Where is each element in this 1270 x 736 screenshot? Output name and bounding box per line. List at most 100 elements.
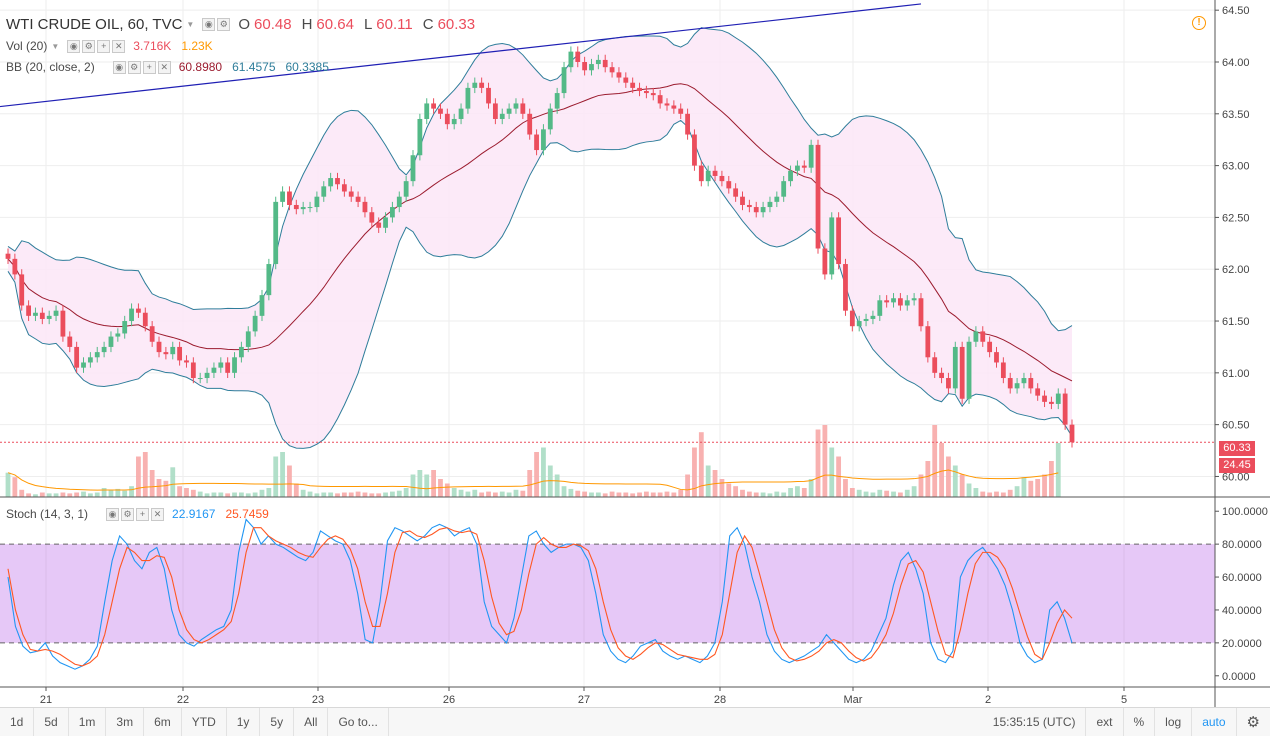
gear-icon[interactable]: ⚙ [121, 507, 135, 521]
eye-icon[interactable]: ◉ [202, 18, 216, 31]
symbol-legend[interactable]: WTI CRUDE OIL, 60, TVC ▼ ◉ ⚙ O 60.48 H 60.… [6, 16, 475, 33]
high-value: 60.64 [316, 16, 354, 33]
volume-bar [190, 489, 196, 497]
candle [918, 293, 924, 332]
ext-toggle[interactable]: ext [1085, 708, 1124, 736]
range-1d[interactable]: 1d [0, 708, 35, 736]
range-6m[interactable]: 6m [144, 708, 182, 736]
close-icon[interactable]: ✕ [112, 39, 126, 53]
candle [492, 98, 498, 125]
stoch-tick-label: 20.0000 [1222, 638, 1262, 650]
volume-bar [719, 479, 725, 497]
volume-bar [1014, 486, 1020, 497]
candle-body [678, 108, 684, 114]
candle [184, 355, 189, 368]
candle [595, 54, 601, 70]
log-toggle[interactable]: log [1155, 708, 1193, 736]
candle-body [307, 207, 313, 209]
range-1y[interactable]: 1y [227, 708, 261, 736]
chart-canvas[interactable]: 64.50 64.00 63.50 63.00 62.50 62.00 61.50 61.00… [0, 0, 1270, 707]
volume-bar [801, 488, 807, 497]
volume-bar [643, 491, 649, 497]
volume-bar [753, 492, 759, 497]
candle [74, 341, 80, 373]
candle-body [369, 212, 375, 223]
candle-body [396, 196, 402, 208]
volume-bar [815, 429, 821, 497]
plus-icon[interactable]: + [97, 39, 111, 53]
volume-bar [403, 488, 409, 497]
clock-readout[interactable]: 15:35:15 (UTC) [992, 715, 1076, 729]
candle [575, 46, 581, 68]
gear-icon[interactable]: ⚙ [82, 39, 96, 53]
volume-bar [369, 493, 375, 497]
bb-title[interactable]: BB (20, close, 2) [6, 60, 95, 74]
candle [355, 191, 361, 208]
range-1m[interactable]: 1m [69, 708, 107, 736]
candle-body [863, 318, 869, 322]
volume-bar [952, 465, 958, 497]
volume-bar [341, 492, 347, 497]
symbol-title[interactable]: WTI CRUDE OIL, 60, TVC [6, 16, 183, 33]
volume-bar [108, 489, 114, 497]
candle-body [115, 333, 121, 337]
candle-body [287, 191, 292, 205]
range-5y[interactable]: 5y [260, 708, 295, 736]
chevron-down-icon[interactable]: ▼ [186, 20, 195, 29]
eye-icon[interactable]: ◉ [67, 39, 81, 53]
volume-bar [795, 486, 800, 497]
chevron-down-icon[interactable]: ▼ [51, 41, 60, 51]
auto-toggle[interactable]: auto [1192, 708, 1237, 736]
range-3m[interactable]: 3m [106, 708, 145, 736]
candle-body [843, 264, 848, 311]
candle-body [417, 118, 423, 156]
close-icon[interactable]: ✕ [157, 60, 171, 74]
candle-body [33, 312, 38, 316]
candle [664, 98, 670, 111]
eye-icon[interactable]: ◉ [112, 60, 126, 74]
candle-body [293, 204, 299, 210]
volume-title[interactable]: Vol (20) [6, 39, 48, 53]
range-ytd[interactable]: YTD [182, 708, 227, 736]
volume-bar [1007, 489, 1013, 497]
volume-bar [266, 488, 272, 497]
close-icon[interactable]: ✕ [151, 507, 165, 521]
alert-icon[interactable]: ! [1192, 16, 1206, 30]
percent-toggle[interactable]: % [1124, 708, 1156, 736]
candle [163, 346, 169, 360]
bb-legend[interactable]: BB (20, close, 2) ◉ ⚙ + ✕ 60.8980 61.457… [6, 60, 329, 74]
range-all[interactable]: All [294, 708, 329, 736]
gear-icon[interactable]: ⚙ [127, 60, 141, 74]
candle-body [630, 82, 636, 88]
stoch-title[interactable]: Stoch (14, 3, 1) [6, 507, 89, 521]
gear-icon[interactable]: ⚙ [217, 18, 231, 31]
volume-bar [81, 491, 86, 497]
volume-bar [33, 494, 38, 497]
gear-icon[interactable]: ⚙ [1246, 714, 1260, 731]
stoch-k-line [7, 518, 1073, 670]
range-5d[interactable]: 5d [34, 708, 69, 736]
volume-bar [726, 483, 732, 497]
volume-bar [307, 491, 313, 497]
goto-date-button[interactable]: Go to... [328, 708, 389, 736]
volume-bar [698, 432, 704, 497]
candle-body [602, 59, 608, 68]
volume-value: 3.716K [133, 39, 172, 53]
plus-icon[interactable]: + [136, 507, 150, 521]
candle [733, 183, 739, 202]
volume-bar [513, 489, 519, 497]
candle-body [314, 196, 320, 208]
eye-icon[interactable]: ◉ [106, 507, 120, 521]
candle [39, 307, 45, 325]
candle [692, 129, 697, 171]
candle [513, 98, 519, 114]
stoch-legend[interactable]: Stoch (14, 3, 1) ◉ ⚙ + ✕ 22.9167 25.7459 [6, 507, 269, 521]
plus-icon[interactable]: + [142, 60, 156, 74]
candle [541, 124, 546, 156]
candle-body [788, 170, 793, 182]
volume-bar [39, 492, 45, 497]
candle-body [849, 310, 855, 327]
volume-legend[interactable]: Vol (20) ▼ ◉ ⚙ + ✕ 3.716K 1.23K [6, 39, 213, 53]
volume-bar [994, 491, 999, 497]
volume-bar [966, 483, 972, 497]
